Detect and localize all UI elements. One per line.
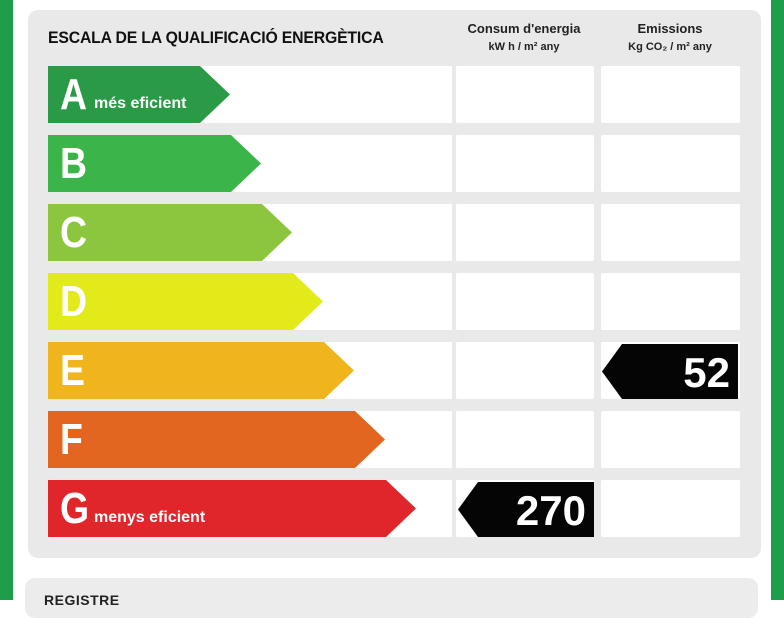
page-title: ESCALA DE LA QUALIFICACIÓ ENERGÈTICA [48,28,384,47]
registre-panel [25,578,758,618]
rating-caption: més eficient [94,95,187,112]
emissions-value-tag-value: 52 [683,349,730,396]
rating-arrow-f: F [48,411,385,468]
consum-cell-e [456,342,594,399]
rating-letter: F [60,415,83,464]
rating-letter: D [60,277,88,326]
emissions-cell-a [601,66,740,123]
emissions-header-label: Emissions [637,21,703,36]
rating-letter: E [60,346,85,395]
emissions-cell-c [601,204,740,261]
emissions-header-unit: Kg CO₂ / m² any [628,41,712,53]
consum-column-header: Consum d'energia kW h / m² any [452,21,596,53]
consum-cell-c [456,204,594,261]
watermark-logo: habitaclia [325,284,440,314]
rating-caption: menys eficient [94,509,206,526]
rating-arrow-e: E [48,342,354,399]
rating-letter: G [60,484,90,533]
consum-value-tag: 270 [458,482,594,537]
consum-cell-f [456,411,594,468]
rating-arrow-d: D [48,273,323,330]
rating-letter: C [60,208,88,257]
left-border [0,0,13,600]
consum-value-tag-value: 270 [515,487,586,534]
emissions-column-header: Emissions Kg CO₂ / m² any [598,21,742,53]
consum-cell-a [456,66,594,123]
emissions-cell-d [601,273,740,330]
emissions-value-tag: 52 [602,344,738,399]
registre-label: REGISTRE [44,592,120,608]
rating-letter: A [60,70,88,119]
emissions-cell-b [601,135,740,192]
emissions-cell-f [601,411,740,468]
rating-letter: B [60,139,88,188]
consum-header-unit: kW h / m² any [488,41,560,53]
rating-arrow-c: C [48,204,292,261]
consum-cell-b [456,135,594,192]
rating-arrow-b: B [48,135,261,192]
emissions-cell-g [601,480,740,537]
right-border [771,0,784,600]
consum-cell-d [456,273,594,330]
consum-header-label: Consum d'energia [467,21,581,36]
